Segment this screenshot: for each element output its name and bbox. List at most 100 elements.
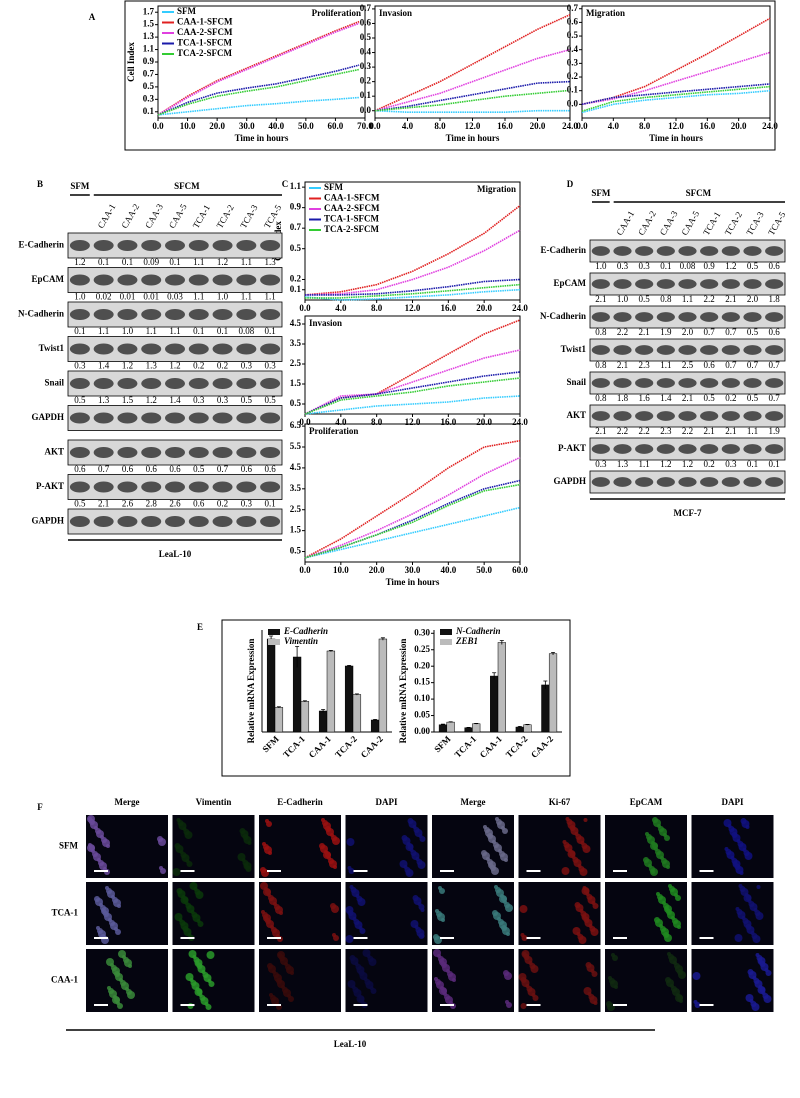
cell-signal (652, 843, 658, 849)
blot-band (117, 378, 138, 389)
blot-band (656, 477, 675, 487)
blot-band (656, 312, 675, 322)
blot-band (260, 309, 281, 320)
cell-signal (650, 868, 658, 876)
cell-signal (325, 852, 331, 858)
quantification: 2.2 (682, 426, 693, 436)
cell-signal (612, 955, 618, 961)
x-tick-label: 16.0 (497, 121, 513, 131)
quantification: 0.3 (595, 459, 607, 469)
blot-band (721, 279, 740, 289)
legend-label: ZEB1 (455, 636, 478, 646)
quantification: 0.03 (167, 292, 183, 302)
error-bar (302, 700, 307, 702)
x-tick-label: 12.0 (405, 303, 421, 313)
cell-signal (732, 860, 741, 868)
cell-signal (765, 970, 772, 976)
panel-letter: A (89, 12, 96, 22)
chart-title: Migration (477, 184, 516, 194)
blot-band (212, 274, 233, 286)
quantification: 0.08 (238, 326, 254, 336)
lane-label: CAA-1 (614, 209, 636, 237)
cell-signal (519, 905, 528, 913)
cell-signal (332, 837, 340, 845)
micrograph-row-label: SFM (59, 841, 79, 851)
quantification: 2.1 (682, 393, 693, 403)
blot-band (765, 477, 784, 487)
cell-signal (405, 869, 414, 877)
cell-signal (532, 995, 539, 1001)
y-tick-label: 0.1 (360, 90, 372, 100)
y-tick-label: 0.4 (360, 47, 372, 57)
blot-row-label: GAPDH (32, 516, 65, 526)
x-axis-label: Time in hours (446, 133, 500, 143)
error-bar (499, 640, 504, 645)
blot-band (117, 412, 138, 424)
blot-band (721, 345, 740, 355)
x-tick-label: 70.0 (357, 121, 373, 131)
blot-band (678, 444, 697, 454)
cell-signal (359, 928, 366, 934)
error-bar (373, 719, 378, 721)
y-tick-label: 0.6 (360, 18, 372, 28)
x-tick-label: 20.0 (731, 121, 747, 131)
blot-band (613, 279, 632, 289)
lane-label: CAA-2 (119, 202, 141, 230)
quantification: 0.3 (217, 395, 229, 405)
cell-signal (751, 1003, 760, 1011)
y-tick-label: 5.5 (290, 441, 302, 451)
blot-band (700, 279, 719, 289)
quantification: 2.1 (617, 360, 628, 370)
quantification: 0.1 (98, 257, 109, 267)
y-tick-label: 4.5 (290, 462, 302, 472)
y-tick-label: 0.1 (567, 85, 579, 95)
error-bar (321, 709, 326, 713)
x-tick-label: 20.0 (209, 121, 225, 131)
blot-band (765, 279, 784, 289)
blot-band (260, 412, 281, 424)
cell-signal (115, 929, 121, 935)
x-tick-label: 24.0 (762, 121, 778, 131)
chart-title: Proliferation (312, 8, 361, 18)
quantification: 1.1 (193, 292, 204, 302)
lane-label: CAA-5 (167, 202, 189, 230)
x-tick-label: SFM (432, 733, 453, 754)
blot-band (613, 444, 632, 454)
blot-band (678, 477, 697, 487)
cell-signal (504, 858, 508, 862)
micrograph-row-label: TCA-1 (52, 908, 79, 918)
cell-signal (501, 896, 507, 902)
y-tick-label: 0.7 (567, 3, 579, 13)
cell-signal (745, 825, 750, 829)
blot-band (188, 447, 209, 458)
x-tick-label: 4.0 (335, 303, 347, 313)
quantification: 0.09 (143, 257, 159, 267)
quantification: 0.5 (747, 393, 759, 403)
bar (446, 721, 455, 733)
cell-signal (106, 844, 110, 848)
bar (274, 707, 284, 733)
cell-signal (160, 868, 166, 874)
quantification: 1.4 (169, 395, 181, 405)
blot-band (69, 309, 90, 320)
error-bar (380, 637, 385, 641)
cell-signal (288, 996, 294, 1002)
blot-band (69, 240, 90, 251)
cell-signal (582, 845, 591, 853)
error-bar (328, 650, 333, 652)
blot-row-label: GAPDH (554, 476, 587, 486)
blot-band (656, 246, 675, 256)
x-tick-label: 50.0 (298, 121, 314, 131)
blot-row-label: P-AKT (558, 443, 586, 453)
blot-row-label: EpCAM (31, 274, 64, 284)
x-tick-label: 20.0 (476, 417, 492, 427)
y-tick-label: 0.1 (143, 106, 155, 116)
blot-band (212, 516, 233, 527)
quantification: 1.1 (639, 459, 650, 469)
blot-band (69, 516, 90, 527)
series-line (157, 96, 360, 116)
blot-band (93, 240, 114, 251)
legend-label: Vimentin (284, 636, 318, 646)
cell-signal (186, 861, 193, 867)
cell-signal (196, 989, 203, 995)
